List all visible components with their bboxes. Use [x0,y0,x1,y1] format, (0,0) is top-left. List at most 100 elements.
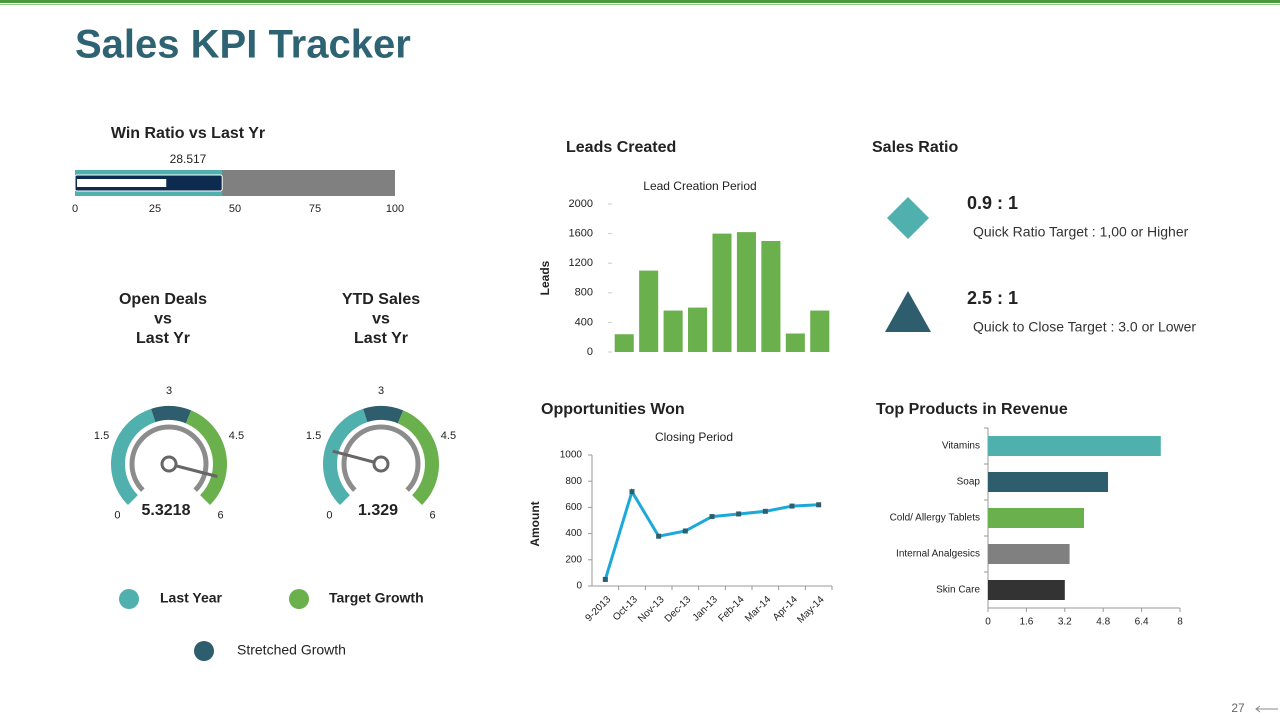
x-tick-label: 9-2013 [584,594,614,624]
diamond-icon [887,197,929,239]
triangle-icon [885,291,931,332]
bar [988,580,1065,600]
x-tick-label: 50 [229,203,241,215]
x-tick-label: 25 [149,203,161,215]
y-tick-label: 800 [575,287,593,299]
gauge-band [323,408,368,506]
ratio-value: 0.9 : 1 [967,193,1018,213]
legend-swatch [119,589,139,609]
gauge-tick-label: 6 [218,510,224,522]
gauge-title: Last Yr [136,330,190,347]
gauge-inner-arc [341,424,421,492]
marker [789,503,795,509]
y-tick-label: 400 [575,316,593,328]
chart-subtitle: Closing Period [655,430,733,444]
gauge-band [111,408,156,506]
bar [988,472,1108,492]
gauge-band [397,410,440,506]
y-tick-label: 800 [565,476,582,487]
gauge-title: YTD Sales [342,291,420,308]
y-tick-label: 1600 [569,228,593,240]
y-axis-label: Amount [528,501,542,546]
gauge-tick-label: 0 [114,510,120,522]
x-tick-label: 0 [72,203,78,215]
x-tick-label: 3.2 [1058,617,1072,628]
ratio-value: 2.5 : 1 [967,288,1018,308]
y-tick-label: Cold/ Allergy Tablets [890,513,980,524]
y-tick-label: 1000 [560,450,583,461]
x-tick-label: 100 [386,203,404,215]
x-tick-label: 6.4 [1135,617,1149,628]
x-tick-label: Mar-14 [743,594,773,624]
bar [988,544,1070,564]
value-label: 28.517 [170,152,207,166]
bar [736,232,756,352]
x-tick-label: 0 [985,617,991,628]
legend-label: Stretched Growth [237,642,346,658]
gauge-tick-label: 6 [430,510,436,522]
bar [712,233,732,352]
marker [602,576,608,582]
y-tick-label: 0 [576,581,582,592]
x-tick-label: 4.8 [1096,617,1110,628]
gauge-tick-label: 4.5 [441,430,456,442]
page-arrow-head [1255,705,1261,713]
line-series [603,488,819,580]
legend-swatch [289,589,309,609]
chart-title: Top Products in Revenue [876,401,1068,418]
ratio-note: Quick to Close Target : 3.0 or Lower [973,319,1196,335]
y-tick-label: 200 [565,554,582,565]
gauge-band [185,410,227,506]
slide-title: Sales KPI Tracker [75,23,411,67]
marker [656,533,662,539]
y-tick-label: 0 [587,346,593,358]
chart-title: Opportunities Won [541,401,685,418]
y-tick-label: 2000 [569,198,593,210]
x-tick-label: Jan-13 [691,594,721,624]
marker [709,514,715,520]
gauge-tick-label: 4.5 [229,430,244,442]
gauge-inner-arc [129,424,209,492]
y-tick-label: Skin Care [936,585,980,596]
chart-subtitle: Lead Creation Period [643,179,756,193]
gauge-title: vs [372,311,390,328]
value-bar [77,179,167,187]
y-tick-label: 600 [565,502,582,513]
marker [816,502,822,508]
x-tick-label: Feb-14 [716,594,746,624]
gauge-band [363,406,404,424]
page-number: 27 [1231,701,1245,715]
gauge-tick-label: 3 [378,385,384,397]
x-tick-label: Nov-13 [636,594,667,625]
x-tick-label: Oct-13 [611,594,640,623]
gauge-title: Open Deals [119,291,207,308]
y-axis-label: Leads [538,260,552,295]
marker [736,511,742,517]
marker [629,489,635,495]
y-tick-label: 1200 [569,257,593,269]
bar [639,270,659,352]
gauge-tick-label: 3 [166,385,172,397]
gauge-title: vs [154,311,172,328]
bar [761,241,781,352]
y-tick-label: Soap [957,477,981,488]
x-tick-label: Dec-13 [663,594,694,625]
gauge-hub [160,455,178,473]
x-tick-label: May-14 [795,594,827,626]
bar [688,307,708,352]
gauge-title: Last Yr [354,330,408,347]
x-tick-label: 1.6 [1019,617,1033,628]
gauge-hub [372,455,390,473]
bar [785,333,805,352]
gauge-tick-label: 1.5 [94,430,109,442]
y-tick-label: Internal Analgesics [896,549,980,560]
y-tick-label: Vitamins [942,441,980,452]
chart-title: Win Ratio vs Last Yr [111,125,265,142]
gauge-tick-label: 0 [326,510,332,522]
y-tick-label: 400 [565,528,582,539]
x-tick-label: 75 [309,203,321,215]
marker [682,528,688,534]
bar [810,310,830,352]
gauge-value: 5.3218 [142,502,191,519]
